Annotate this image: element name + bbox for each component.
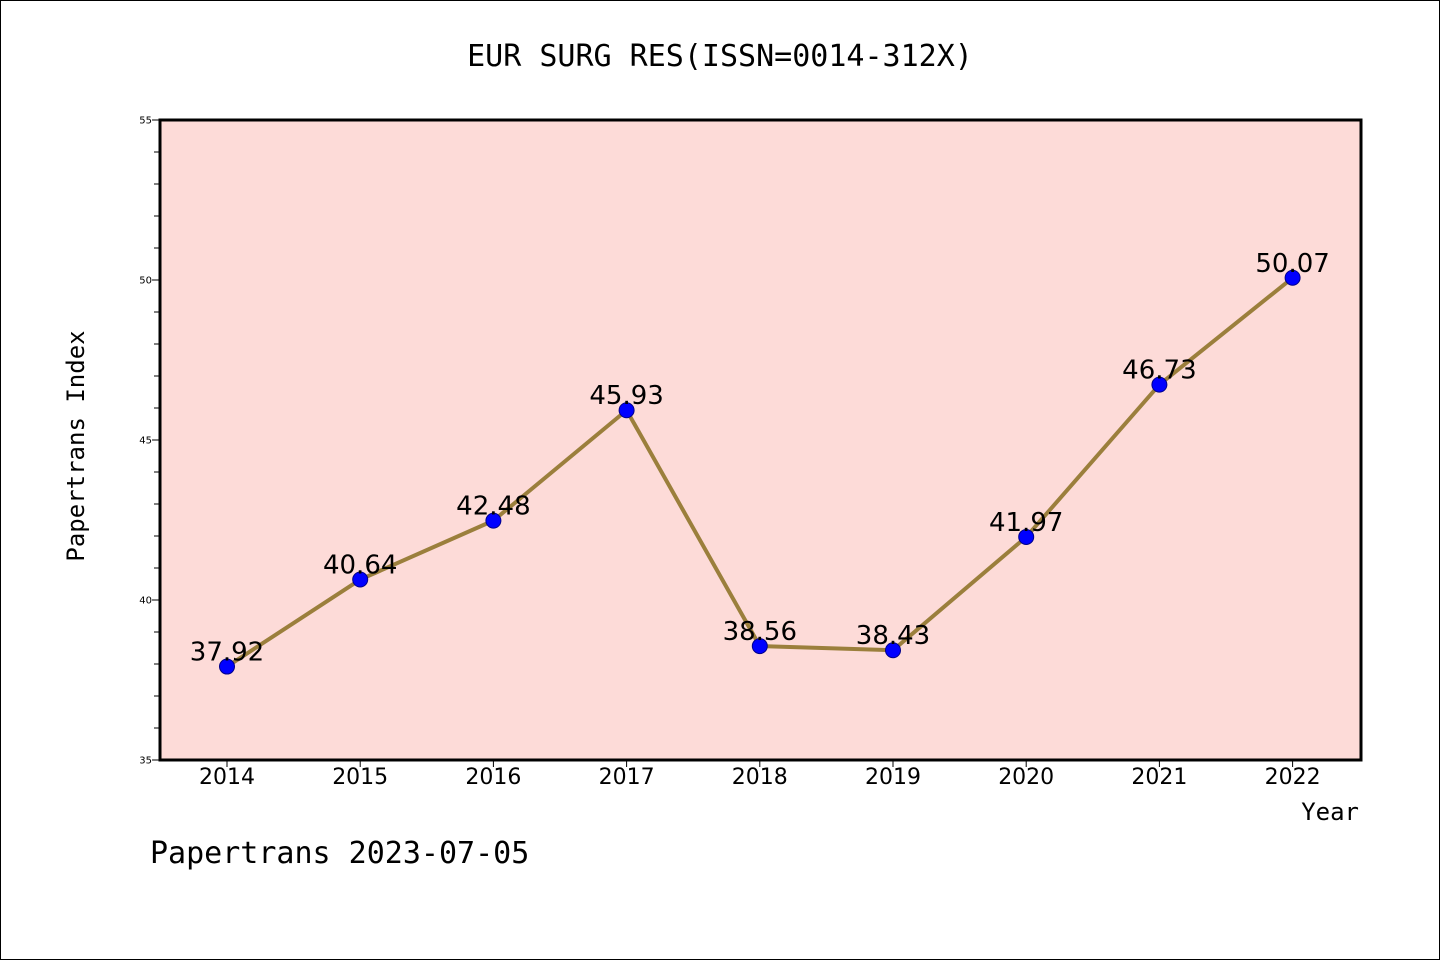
x-tick-label: 2015 [332,765,388,790]
plot-area [158,118,1363,762]
data-label: 46.73 [1122,356,1196,386]
data-point [485,512,502,529]
data-label: 50.07 [1255,249,1329,279]
footer-text: Papertrans 2023-07-05 [150,836,529,871]
data-label: 41.97 [989,508,1063,538]
series-line-group: 37.92 40.64 42.48 45.93 38.56 38.43 41.97 46.73… [190,249,1330,675]
y-axis-label: Papertrans Index [62,330,90,561]
x-tick-label: 2018 [732,765,788,790]
data-label: 37.92 [190,638,264,668]
data-label: 45.93 [589,381,663,411]
y-axis: 35 40 45 50 55 [139,116,160,767]
x-tick-label: 2014 [199,765,255,790]
x-tick-label: 2022 [1265,765,1321,790]
x-tick-label: 2021 [1131,765,1187,790]
data-point [1284,269,1301,286]
data-point [618,402,635,419]
data-label: 40.64 [323,551,397,581]
data-label: 38.56 [723,617,797,647]
x-tick-label: 2020 [998,765,1054,790]
x-axis: 2014 2015 2016 2017 2018 2019 2020 2021 2022 [199,760,1321,790]
data-point [219,658,235,675]
y-tick-label: 45 [139,436,152,447]
x-axis-label: Year [1301,798,1359,826]
y-tick-label: 50 [139,276,152,287]
x-tick-label: 2016 [465,765,521,790]
data-point [1018,528,1035,545]
data-point [885,642,901,659]
y-tick-label: 35 [139,756,152,767]
x-tick-label: 2019 [865,765,921,790]
y-tick-label: 40 [139,596,152,607]
data-point [1151,376,1168,393]
data-point [352,571,369,588]
x-tick-label: 2017 [599,765,655,790]
data-point [751,638,768,655]
chart-title: EUR SURG RES(ISSN=0014-312X) [467,39,973,74]
y-tick-label: 55 [139,116,152,127]
data-label: 38.43 [856,621,930,651]
data-label: 42.48 [456,492,530,522]
